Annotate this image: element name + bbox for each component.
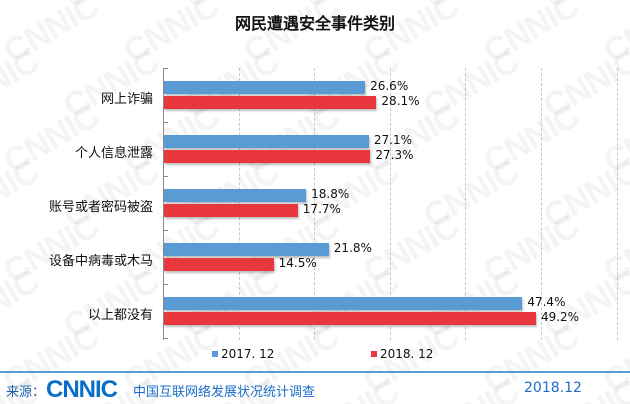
bar-2018	[164, 204, 298, 217]
gridline-50	[541, 68, 542, 340]
category-label: 个人信息泄露	[74, 146, 153, 161]
y-axis-tick	[163, 284, 168, 285]
value-label: 28.1%	[381, 94, 420, 108]
legend-swatch-2017	[212, 351, 218, 357]
bar-2017	[164, 243, 329, 256]
bar-2018	[164, 96, 377, 109]
category-label: 设备中病毒或木马	[48, 254, 153, 269]
value-label: 47.4%	[527, 295, 566, 309]
legend-label-2018: 2018. 12	[380, 347, 434, 361]
value-label: 27.3%	[375, 148, 414, 162]
value-label: 18.8%	[311, 187, 350, 201]
gridline-20	[314, 68, 315, 340]
bar-2018	[164, 312, 536, 325]
value-label: 14.5%	[278, 256, 317, 270]
plot-area: 网上诈骗 26.6% 28.1% 个人信息泄露 27.1% 27.3% 账号或者密码被盗 18…	[48, 68, 618, 340]
source-label: 来源：	[6, 385, 46, 400]
legend-label-2017: 2017. 12	[221, 347, 275, 361]
source-name: 中国互联网络发展状况统计调查	[133, 385, 316, 400]
chart-title: 网民遭遇安全事件类别	[234, 14, 395, 33]
value-label: 21.8%	[333, 241, 372, 255]
legend-item-2018: 2018. 12	[371, 347, 433, 361]
y-axis-tick	[163, 122, 168, 123]
y-axis	[163, 68, 164, 340]
gridline-30	[390, 68, 391, 340]
bar-2017	[164, 297, 523, 310]
value-label: 17.7%	[302, 202, 341, 216]
category-label: 以上都没有	[87, 308, 153, 323]
bar-2017	[164, 189, 307, 202]
y-axis-tick	[163, 338, 168, 339]
footer: 来源： CNNIC 中国互联网络发展状况统计调查 2018.12	[0, 373, 630, 404]
bar-2018	[164, 150, 371, 163]
category-label: 账号或者密码被盗	[48, 200, 153, 215]
category-label: 网上诈骗	[100, 92, 153, 107]
value-label: 26.6%	[370, 79, 409, 93]
gridline-60	[617, 68, 618, 340]
footer-divider	[0, 371, 630, 373]
cnnic-logo: CNNIC	[46, 376, 118, 403]
value-label: 27.1%	[373, 133, 412, 147]
bar-2017	[164, 135, 369, 148]
legend-item-2017: 2017. 12	[212, 347, 274, 361]
y-axis-tick	[163, 230, 168, 231]
gridline-40	[465, 68, 466, 340]
y-axis-tick	[163, 176, 168, 177]
bar-2017	[164, 81, 366, 94]
value-label: 49.2%	[540, 310, 580, 324]
source-date: 2018.12	[524, 380, 582, 396]
y-axis-tick	[163, 68, 168, 69]
bar-2018	[164, 258, 274, 271]
legend-swatch-2018	[371, 351, 377, 357]
